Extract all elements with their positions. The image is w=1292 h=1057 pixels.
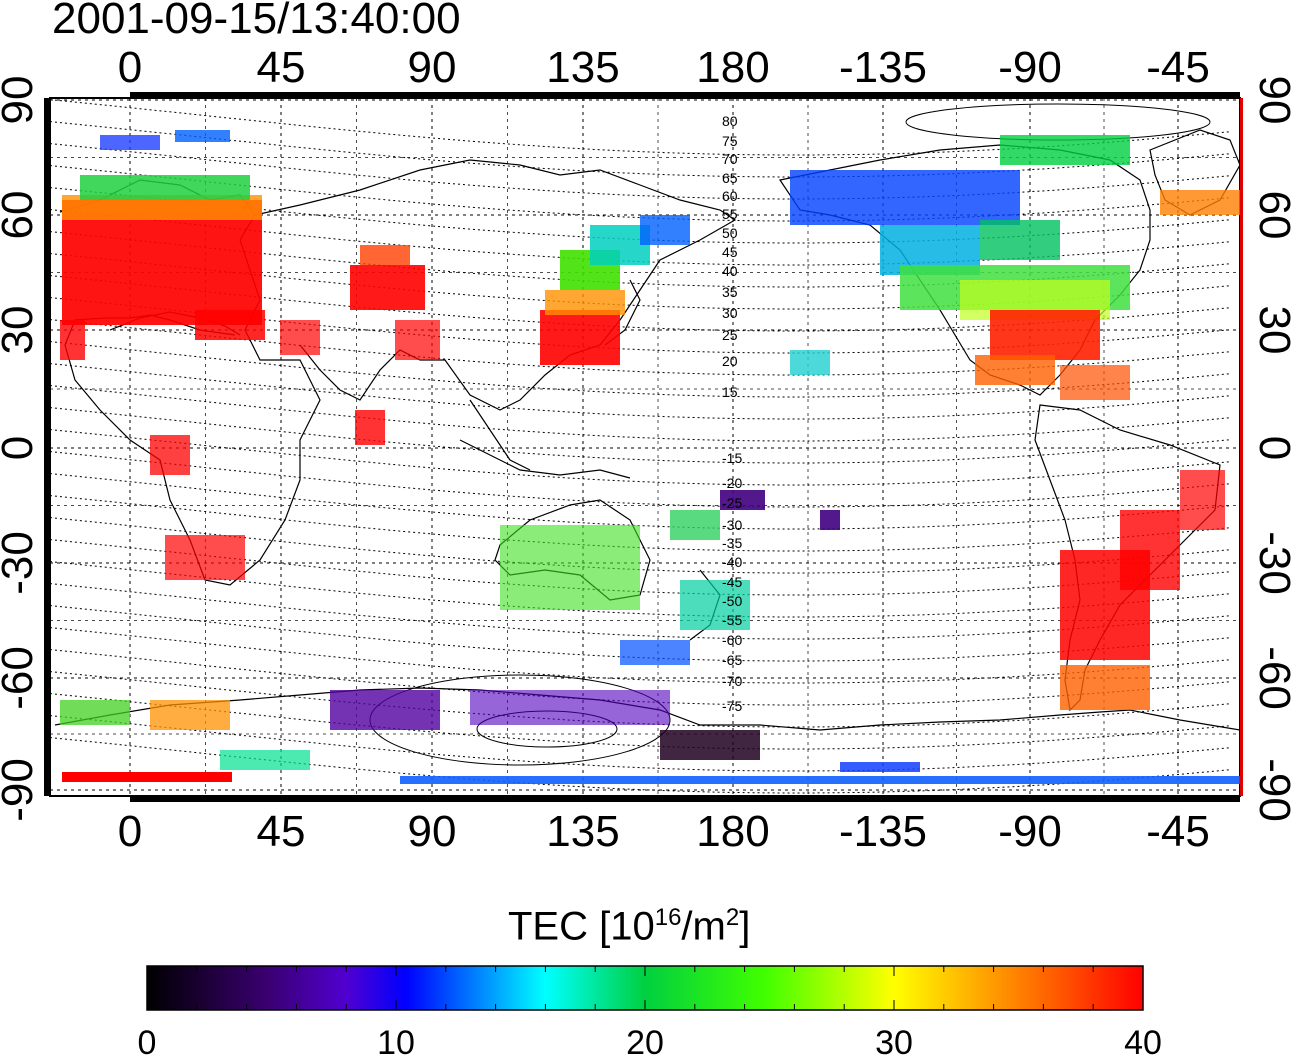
contour-label: 65 <box>722 170 738 186</box>
lat-tick-label: 90 <box>0 76 42 125</box>
lon-tick-label: 45 <box>257 807 306 856</box>
contour-label: 55 <box>722 206 738 222</box>
colorbar-tick-label: 30 <box>875 1024 913 1057</box>
contour-label: -20 <box>722 475 742 491</box>
colorbar-title-exp: 16 <box>654 904 682 931</box>
lon-tick-label: -90 <box>998 807 1062 856</box>
lat-tick-label: 30 <box>1250 306 1292 355</box>
lat-tick-label: -30 <box>1250 531 1292 595</box>
contour-label: 50 <box>722 225 738 241</box>
contour-label: 15 <box>722 384 738 400</box>
contour-label: 40 <box>722 263 738 279</box>
contour-label: -55 <box>722 612 742 628</box>
lon-tick-label: -90 <box>998 43 1062 92</box>
lon-tick-label: -135 <box>839 43 927 92</box>
contour-label: -40 <box>722 554 742 570</box>
contour-label: 70 <box>722 151 738 167</box>
contour-label: 20 <box>722 353 738 369</box>
contour-label: -45 <box>722 574 742 590</box>
contour-label: 35 <box>722 284 738 300</box>
right-latitude-ticks: 90 60 30 0 -30 -60 -90 <box>1250 76 1292 822</box>
lon-tick-label: 0 <box>118 807 142 856</box>
lon-tick-label: 90 <box>408 807 457 856</box>
contour-label: 80 <box>722 113 738 129</box>
contour-label: -65 <box>722 652 742 668</box>
timestamp-title: 2001-09-15/13:40:00 <box>52 0 461 43</box>
contour-label: -35 <box>722 535 742 551</box>
lat-tick-label: 60 <box>0 191 42 240</box>
contour-label: -60 <box>722 632 742 648</box>
colorbar-tick-label: 10 <box>377 1024 415 1057</box>
tec-data-field <box>60 130 1240 784</box>
contour-label: 60 <box>722 188 738 204</box>
contour-label: -70 <box>722 673 742 689</box>
top-longitude-ticks: 0 45 90 135 180 -135 -90 -45 <box>118 43 1210 92</box>
lat-tick-label: -30 <box>0 531 42 595</box>
contour-label: 30 <box>722 305 738 321</box>
contour-label: 75 <box>722 133 738 149</box>
lon-tick-label: 0 <box>118 43 142 92</box>
contour-label: -50 <box>722 593 742 609</box>
colorbar-tick-label: 40 <box>1124 1024 1162 1057</box>
lon-tick-label: -45 <box>1146 43 1210 92</box>
lon-tick-label: -135 <box>839 807 927 856</box>
contour-label: -25 <box>722 495 742 511</box>
contour-label: -15 <box>722 450 742 466</box>
contour-label: 45 <box>722 244 738 260</box>
colorbar-minor-ticks <box>146 966 1144 1010</box>
lon-tick-label: 135 <box>546 807 619 856</box>
lat-tick-label: 0 <box>1250 436 1292 460</box>
lon-tick-label: 180 <box>696 807 769 856</box>
contour-label: 25 <box>722 327 738 343</box>
plot-frame <box>44 92 1243 802</box>
lat-tick-label: 30 <box>0 306 42 355</box>
colorbar-title-end: ] <box>739 904 751 949</box>
contour-label-group: 80 75 70 65 60 55 50 45 40 35 30 25 20 15 -15 -20 -25 -30… <box>722 113 742 714</box>
colorbar-title-unit: /m <box>681 904 726 949</box>
colorbar-title: TEC [1016/m2] <box>508 904 750 949</box>
colorbar-tick-label: 20 <box>626 1024 664 1057</box>
colorbar-title-unit-exp: 2 <box>725 904 740 931</box>
lat-tick-label: -60 <box>1250 646 1292 710</box>
bottom-longitude-ticks: 0 45 90 135 180 -135 -90 -45 <box>118 807 1210 856</box>
lat-tick-label: 90 <box>1250 76 1292 125</box>
lon-tick-label: 45 <box>257 43 306 92</box>
lat-tick-label: 0 <box>0 436 42 460</box>
lat-tick-label: -90 <box>0 758 42 822</box>
colorbar-tick-label: 0 <box>138 1024 157 1057</box>
lat-tick-label: -90 <box>1250 758 1292 822</box>
lon-tick-label: 135 <box>546 43 619 92</box>
contour-label: -30 <box>722 517 742 533</box>
lon-tick-label: -45 <box>1146 807 1210 856</box>
left-latitude-ticks: 90 60 30 0 -30 -60 -90 <box>0 76 42 822</box>
contour-label: -75 <box>722 698 742 714</box>
colorbar-tick-labels: 0 10 20 30 40 <box>138 1024 1162 1057</box>
lat-tick-label: -60 <box>0 646 42 710</box>
colorbar-title-main: TEC [10 <box>508 904 655 949</box>
lon-tick-label: 180 <box>696 43 769 92</box>
lat-tick-label: 60 <box>1250 191 1292 240</box>
lon-tick-label: 90 <box>408 43 457 92</box>
